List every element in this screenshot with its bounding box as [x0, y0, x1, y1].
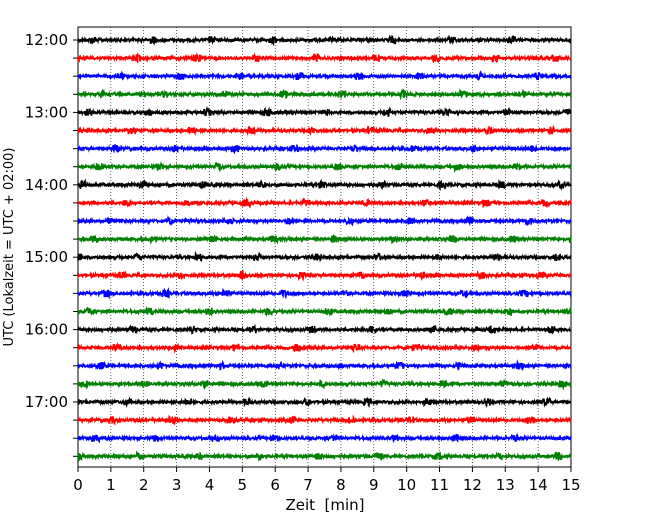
trace-1300	[77, 105, 572, 118]
trace-1215	[77, 51, 572, 64]
y-tick-label: 15:00	[25, 248, 68, 266]
trace-1315	[77, 124, 572, 136]
y-tick-label: 12:00	[25, 31, 68, 49]
x-tick-label: 11	[430, 476, 449, 494]
y-tick-label: 14:00	[25, 176, 68, 194]
trace-1330	[77, 143, 572, 155]
trace-1430	[77, 215, 572, 227]
x-tick-label: 0	[73, 476, 83, 494]
trace-1645	[77, 378, 572, 391]
x-tick-label: 5	[238, 476, 248, 494]
x-tick-label: 10	[397, 476, 416, 494]
x-axis-label: Zeit [min]	[285, 496, 364, 514]
trace-1530	[77, 287, 572, 300]
plot-area	[77, 26, 572, 468]
trace-1445	[77, 233, 572, 246]
x-tick-label: 9	[369, 476, 379, 494]
trace-1745	[77, 450, 572, 462]
x-tick-label: 4	[205, 476, 215, 494]
trace-1345	[77, 161, 572, 174]
trace-1415	[77, 196, 572, 209]
trace-1545	[77, 305, 572, 318]
trace-1630	[77, 359, 572, 371]
trace-1730	[77, 432, 572, 444]
trace-1715	[77, 414, 572, 426]
y-axis-ticks: 12:00 13:00 14:00 15:00 16:00 17:00	[25, 31, 78, 457]
y-tick-label: 17:00	[25, 393, 68, 411]
y-axis-label: UTC (Lokalzeit = UTC + 02:00)	[2, 148, 17, 347]
x-tick-label: 3	[172, 476, 182, 494]
x-tick-label: 2	[139, 476, 149, 494]
trace-1500	[77, 250, 572, 262]
y-tick-label: 16:00	[25, 321, 68, 339]
trace-group	[77, 34, 572, 462]
x-tick-label: 12	[463, 476, 482, 494]
x-tick-label: 8	[336, 476, 346, 494]
trace-1700	[77, 396, 572, 409]
x-tick-label: 7	[303, 476, 313, 494]
trace-1615	[77, 341, 572, 354]
trace-1230	[77, 70, 572, 82]
x-axis-ticks: 0 1 2 3 4 5 6 7 8 9 10 11 12 13 14 15	[73, 467, 581, 494]
grid-lines	[110, 27, 539, 467]
trace-1245	[77, 88, 572, 101]
trace-1600	[77, 323, 572, 335]
y-tick-label: 13:00	[25, 103, 68, 121]
x-tick-label: 14	[529, 476, 548, 494]
x-tick-label: 1	[106, 476, 116, 494]
trace-1515	[77, 269, 572, 282]
x-tick-label: 15	[561, 476, 580, 494]
trace-1200	[77, 34, 572, 47]
x-tick-label: 6	[270, 476, 280, 494]
trace-1400	[77, 178, 572, 192]
x-tick-label: 13	[496, 476, 515, 494]
